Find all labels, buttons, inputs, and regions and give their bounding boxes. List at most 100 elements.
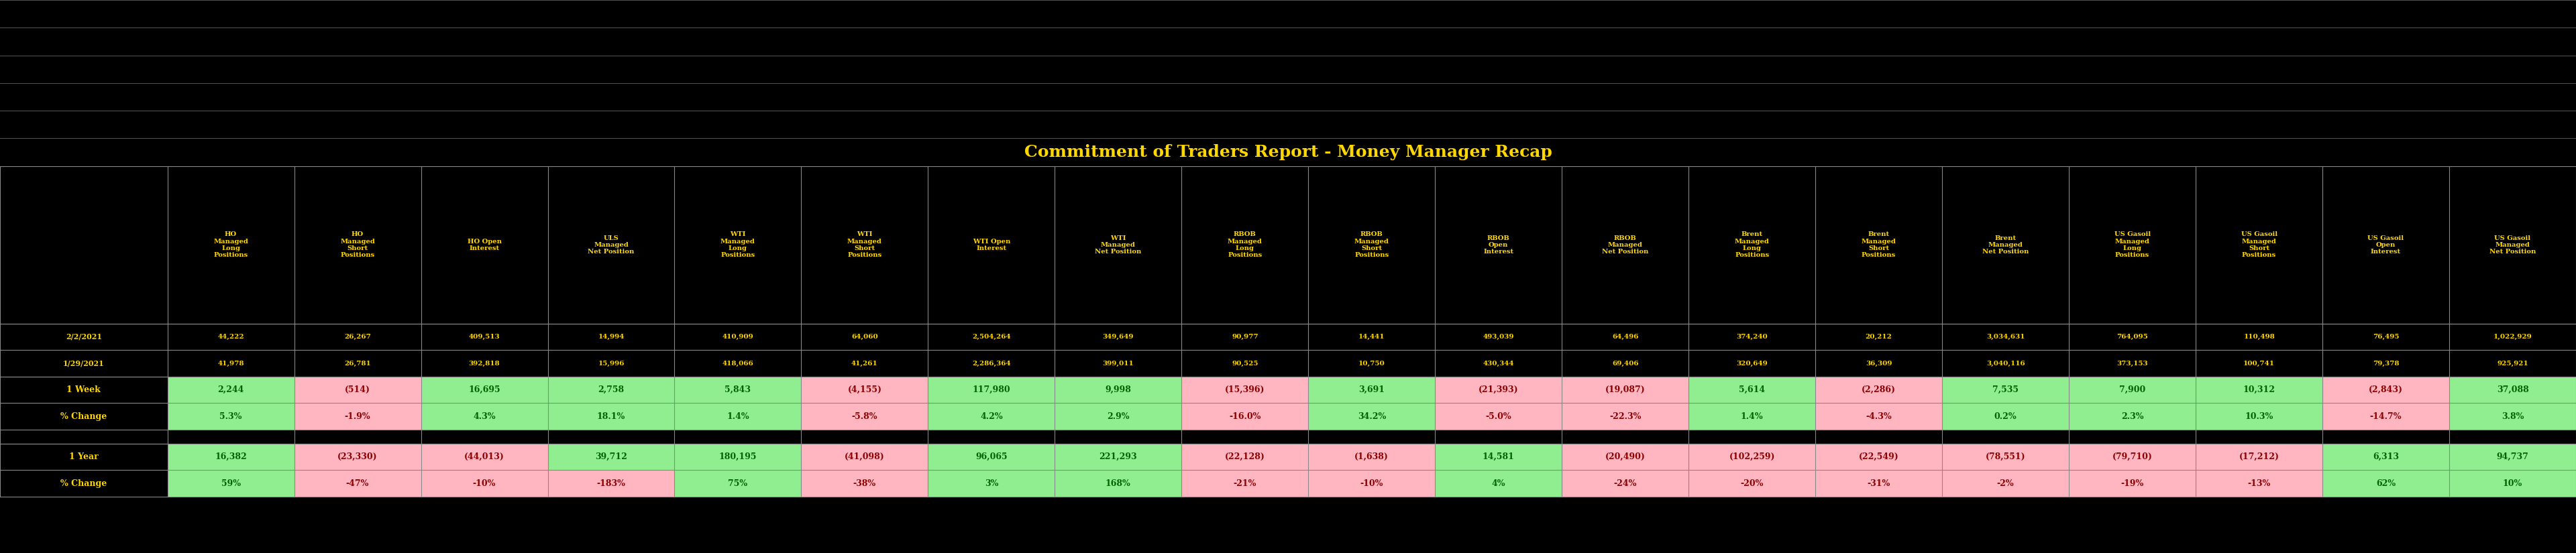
Text: Brent
Managed
Short
Positions: Brent Managed Short Positions: [1862, 232, 1896, 258]
Text: 41,978: 41,978: [216, 361, 245, 366]
Bar: [1561, 377, 1690, 403]
Bar: [2324, 377, 2450, 403]
Text: 96,065: 96,065: [976, 452, 1007, 461]
Text: 349,649: 349,649: [1103, 334, 1133, 340]
Bar: [2195, 470, 2324, 497]
Text: 90,525: 90,525: [1231, 361, 1257, 366]
Bar: [2069, 470, 2195, 497]
Bar: [927, 377, 1054, 403]
Bar: [1054, 403, 1182, 430]
Text: 2.9%: 2.9%: [1108, 412, 1128, 421]
Text: (23,330): (23,330): [337, 452, 379, 461]
Text: WTI Open
Interest: WTI Open Interest: [974, 238, 1010, 251]
Bar: [294, 444, 420, 470]
Text: ULS
Managed
Net Position: ULS Managed Net Position: [587, 235, 634, 254]
Text: 79,378: 79,378: [2372, 361, 2398, 366]
Bar: [1690, 444, 1816, 470]
Text: 493,039: 493,039: [1484, 334, 1515, 340]
Text: 16,382: 16,382: [214, 452, 247, 461]
Text: 409,513: 409,513: [469, 334, 500, 340]
Text: 10%: 10%: [2504, 479, 2522, 488]
Text: 4.2%: 4.2%: [979, 412, 1002, 421]
Bar: [801, 470, 927, 497]
Bar: [2195, 403, 2324, 430]
Text: -2%: -2%: [1996, 479, 2014, 488]
Text: -183%: -183%: [598, 479, 626, 488]
Text: 320,649: 320,649: [1736, 361, 1767, 366]
Bar: [2450, 377, 2576, 403]
Text: 9,998: 9,998: [1105, 385, 1131, 394]
Bar: [549, 377, 675, 403]
Text: (2,286): (2,286): [1862, 385, 1896, 394]
Text: 3,040,116: 3,040,116: [1986, 361, 2025, 366]
Text: (15,396): (15,396): [1226, 385, 1265, 394]
Text: 5,614: 5,614: [1739, 385, 1765, 394]
Text: % Change: % Change: [59, 479, 108, 488]
Text: 59%: 59%: [222, 479, 240, 488]
Text: 7,900: 7,900: [2120, 385, 2146, 394]
Bar: [1309, 403, 1435, 430]
Text: 117,980: 117,980: [971, 385, 1010, 394]
Text: 18.1%: 18.1%: [598, 412, 626, 421]
Text: (514): (514): [345, 385, 371, 394]
Text: -5.0%: -5.0%: [1486, 412, 1512, 421]
Bar: [1942, 444, 2069, 470]
Bar: [1816, 470, 1942, 497]
Text: 15,996: 15,996: [598, 361, 623, 366]
Text: 4.3%: 4.3%: [474, 412, 495, 421]
Text: 20,212: 20,212: [1865, 334, 1893, 340]
Text: 75%: 75%: [729, 479, 747, 488]
Text: 2,286,364: 2,286,364: [971, 361, 1010, 366]
Text: (102,259): (102,259): [1728, 452, 1775, 461]
Text: RBOB
Open
Interest: RBOB Open Interest: [1484, 235, 1515, 254]
Bar: [0, 403, 167, 430]
Bar: [1309, 444, 1435, 470]
Text: 39,712: 39,712: [595, 452, 626, 461]
Bar: [0, 138, 2576, 166]
Text: 1.4%: 1.4%: [726, 412, 750, 421]
Text: 44,222: 44,222: [216, 334, 245, 340]
Text: 2/2/2021: 2/2/2021: [64, 333, 103, 341]
Text: WTI
Managed
Net Position: WTI Managed Net Position: [1095, 235, 1141, 254]
Text: 2,758: 2,758: [598, 385, 623, 394]
Text: US Gasoil
Open
Interest: US Gasoil Open Interest: [2367, 235, 2403, 254]
Bar: [294, 470, 420, 497]
Bar: [927, 444, 1054, 470]
Bar: [0, 83, 2576, 111]
Text: (19,087): (19,087): [1605, 385, 1646, 394]
Text: 392,818: 392,818: [469, 361, 500, 366]
Bar: [2195, 444, 2324, 470]
Text: 1 Year: 1 Year: [70, 452, 98, 461]
Bar: [1690, 403, 1816, 430]
Text: 1/29/2021: 1/29/2021: [62, 359, 106, 367]
Bar: [0, 470, 167, 497]
Text: 62%: 62%: [2375, 479, 2396, 488]
Text: -22.3%: -22.3%: [1610, 412, 1641, 421]
Bar: [1054, 377, 1182, 403]
Text: 418,066: 418,066: [721, 361, 755, 366]
Text: -5.8%: -5.8%: [853, 412, 878, 421]
Bar: [1942, 377, 2069, 403]
Bar: [1561, 444, 1690, 470]
Text: (44,013): (44,013): [464, 452, 505, 461]
Text: 64,060: 64,060: [850, 334, 878, 340]
Text: -10%: -10%: [1360, 479, 1383, 488]
Bar: [420, 444, 549, 470]
Bar: [927, 470, 1054, 497]
Bar: [2450, 444, 2576, 470]
Text: 36,309: 36,309: [1865, 361, 1891, 366]
Text: -13%: -13%: [2249, 479, 2269, 488]
Text: US Gasoil
Managed
Short
Positions: US Gasoil Managed Short Positions: [2241, 232, 2277, 258]
Text: 76,495: 76,495: [2372, 334, 2398, 340]
Text: (1,638): (1,638): [1355, 452, 1388, 461]
Bar: [1816, 377, 1942, 403]
Bar: [167, 444, 294, 470]
Text: Commitment of Traders Report - Money Manager Recap: Commitment of Traders Report - Money Man…: [1025, 144, 1551, 160]
Bar: [420, 403, 549, 430]
Bar: [675, 403, 801, 430]
Bar: [801, 377, 927, 403]
Bar: [420, 470, 549, 497]
Text: 100,741: 100,741: [2244, 361, 2275, 366]
Text: -14.7%: -14.7%: [2370, 412, 2401, 421]
Text: 3,034,631: 3,034,631: [1986, 334, 2025, 340]
